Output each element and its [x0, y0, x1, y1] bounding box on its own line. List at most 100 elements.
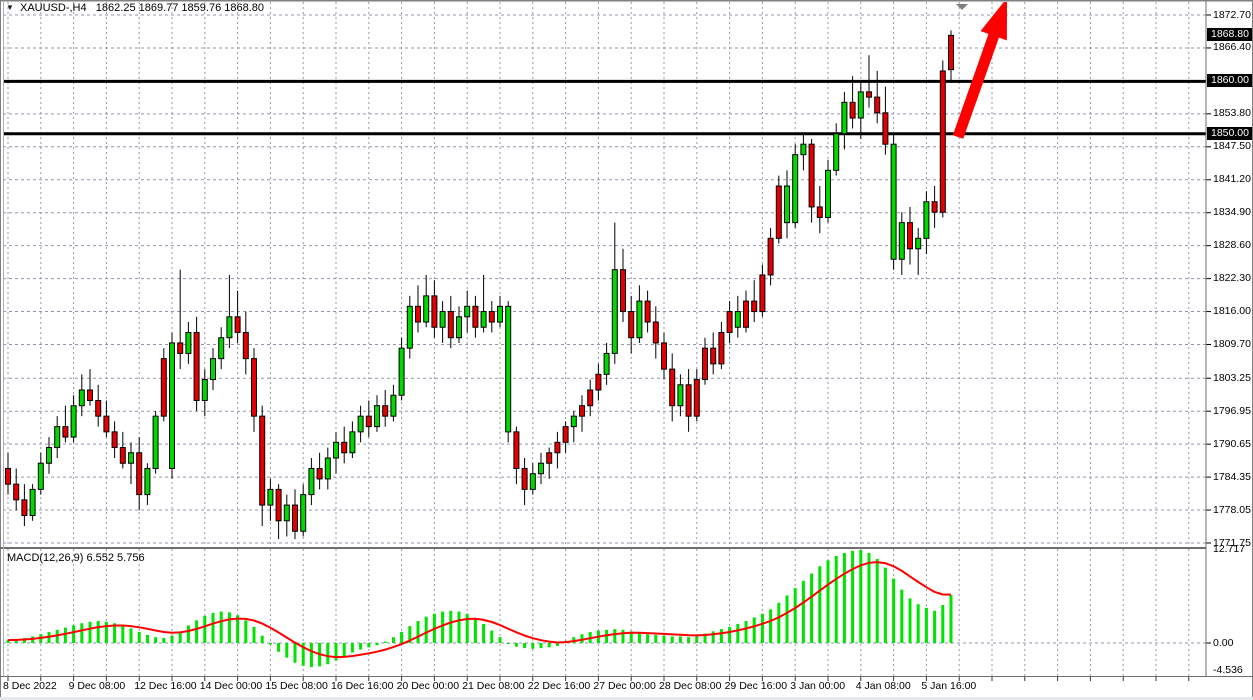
macd-histogram-bar [514, 643, 518, 647]
macd-histogram-bar [801, 580, 805, 643]
macd-histogram-bar [613, 629, 617, 643]
candle-body [677, 384, 684, 407]
candle-body [218, 337, 225, 360]
time-axis-label: 20 Dec 00:00 [396, 680, 460, 692]
candle-body [341, 441, 348, 454]
triangle-down-icon[interactable]: ▼ [6, 3, 14, 12]
time-axis-label: 12 Dec 16:00 [134, 680, 197, 692]
macd-histogram-bar [465, 613, 469, 643]
candle-body [160, 358, 167, 417]
candle-body [398, 347, 405, 396]
macd-histogram-bar [637, 632, 641, 643]
price-axis-label: 1866.40 [1213, 41, 1251, 54]
time-axis-label: 22 Dec 16:00 [527, 680, 591, 692]
candle-body [644, 300, 651, 323]
candle-body [111, 431, 118, 449]
candle-body [21, 499, 28, 517]
candle-body [603, 352, 610, 375]
macd-histogram-bar [744, 621, 748, 643]
candle-body [464, 305, 471, 318]
macd-histogram-bar [186, 625, 190, 643]
candle-body [710, 347, 717, 365]
macd-histogram-bar [350, 643, 354, 653]
macd-histogram-bar [924, 607, 928, 643]
candle-body [554, 441, 561, 454]
price-axis-label: 1790.65 [1213, 437, 1251, 450]
price-axis-label: 1809.70 [1213, 338, 1251, 350]
candle-body [488, 311, 495, 323]
hline-tag-1860: 1860.00 [1207, 74, 1252, 88]
macd-histogram-bar [104, 621, 108, 643]
candle-body [431, 295, 438, 328]
macd-histogram-bar [236, 615, 240, 643]
candle-body [529, 473, 536, 490]
price-axis-label: 1816.00 [1213, 305, 1251, 318]
macd-histogram-bar [72, 625, 76, 643]
candle-body [628, 311, 635, 339]
candle-body [784, 185, 790, 224]
macd-histogram-bar [482, 623, 486, 643]
candle-body [939, 70, 946, 213]
macd-histogram-bar [818, 566, 822, 643]
macd-signal-line [7, 561, 952, 659]
macd-histogram-bar [6, 640, 10, 643]
candle-body [29, 488, 36, 517]
ohlc-readout: 1862.25 1869.77 1859.76 1868.80 [95, 2, 265, 14]
macd-histogram-bar [605, 629, 609, 643]
macd-histogram-bar [842, 553, 846, 643]
bottom-strip [0, 697, 1253, 700]
macd-indicator-label: MACD(12,26,9) 6.552 5.756 [7, 552, 145, 564]
candle-body [849, 101, 856, 119]
candle-body [70, 405, 77, 438]
time-axis-label: 15 Dec 08:00 [265, 680, 328, 692]
macd-histogram-bar [752, 617, 756, 643]
candle-body [267, 488, 274, 506]
trend-up-arrow[interactable] [952, 0, 1007, 139]
macd-histogram-bar [359, 643, 363, 650]
macd-histogram-bar [760, 613, 764, 643]
candle-body [119, 447, 126, 464]
candle-body [259, 415, 266, 506]
macd-histogram-bar [506, 643, 510, 644]
macd-histogram-bar [580, 634, 584, 643]
macd-histogram-bar [875, 558, 879, 643]
candle-body [480, 311, 487, 328]
candle-body [833, 133, 840, 171]
macd-histogram-bar [654, 634, 658, 643]
macd-histogram-bar [769, 609, 773, 643]
time-axis-label: 28 Dec 08:00 [659, 680, 722, 692]
price-axis-label: 1778.05 [1213, 503, 1251, 516]
macd-histogram-bar [859, 549, 863, 643]
candle-body [275, 488, 282, 522]
macd-histogram-bar [523, 643, 527, 649]
chart-shift-icon[interactable] [956, 4, 968, 10]
macd-histogram-bar [736, 623, 740, 643]
candle-body [54, 426, 61, 449]
macd-histogram-bar [170, 635, 174, 643]
macd-histogram-bar [63, 627, 67, 643]
candle-body [447, 311, 454, 339]
candle-body [324, 457, 331, 480]
macd-histogram-bar [178, 631, 182, 643]
macd-histogram-bar [719, 629, 723, 643]
candle-body [915, 237, 922, 250]
candle-body [365, 415, 372, 428]
price-axis-label: 1853.80 [1213, 107, 1251, 120]
macd-histogram-bar [941, 604, 945, 643]
macd-histogram-bar [793, 588, 797, 643]
candle-body [685, 384, 692, 417]
price-axis-label: 1803.25 [1213, 371, 1251, 384]
macd-histogram-bar [203, 615, 207, 643]
candle-body [242, 331, 249, 360]
macd-histogram-bar [826, 560, 830, 643]
candle-body [177, 342, 184, 354]
pane-splitter[interactable] [0, 546, 1206, 550]
candle-body [857, 91, 864, 119]
macd-axis-label: 0.00 [1213, 636, 1234, 649]
macd-histogram-bar [711, 631, 715, 643]
macd-histogram-bar [670, 636, 674, 643]
macd-histogram-bar [301, 643, 305, 666]
macd-histogram-bar [260, 635, 264, 643]
